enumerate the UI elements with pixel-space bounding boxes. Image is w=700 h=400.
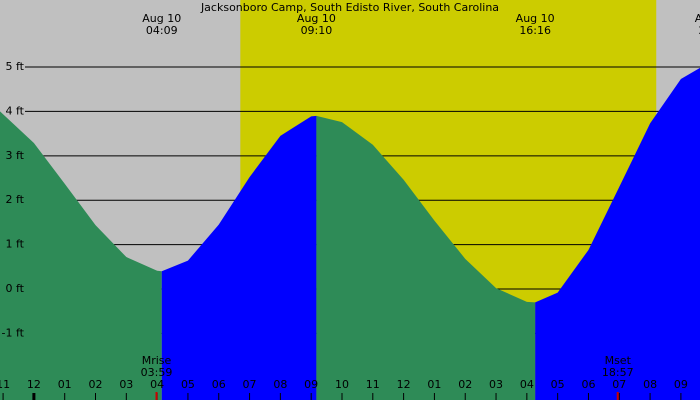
- x-tick-label: 09: [674, 378, 688, 391]
- x-tick-label: 04: [150, 378, 164, 391]
- falling-tide: [316, 115, 536, 400]
- x-tick-label: 02: [458, 378, 472, 391]
- x-tick-label: 02: [89, 378, 103, 391]
- event-date: Aug 10: [142, 12, 181, 25]
- x-tick-label: 05: [181, 378, 195, 391]
- x-tick-label: 01: [58, 378, 72, 391]
- y-tick-label: 1 ft: [6, 238, 25, 251]
- x-tick-label: 07: [243, 378, 257, 391]
- x-tick-label: 05: [551, 378, 565, 391]
- event-time: 04:09: [146, 24, 178, 37]
- x-tick-label: 09: [304, 378, 318, 391]
- chart-title: Jacksonboro Camp, South Edisto River, So…: [200, 1, 499, 14]
- x-tick-label: 07: [612, 378, 626, 391]
- y-tick-label: 5 ft: [6, 60, 25, 73]
- rising-tide: [161, 115, 317, 400]
- moon-time: 03:59: [141, 366, 173, 379]
- event-time: 09:10: [301, 24, 333, 37]
- event-time: 16:16: [519, 24, 551, 37]
- y-tick-label: -1 ft: [2, 326, 25, 339]
- x-tick-label: 01: [427, 378, 441, 391]
- x-tick-label: 11: [366, 378, 380, 391]
- x-tick-label: 04: [520, 378, 534, 391]
- x-tick-label: 06: [581, 378, 595, 391]
- y-tick-label: 0 ft: [6, 282, 25, 295]
- x-tick-label: 03: [119, 378, 133, 391]
- x-tick-label: 12: [27, 378, 41, 391]
- falling-tide: [0, 111, 162, 400]
- x-tick-label: 03: [489, 378, 503, 391]
- y-tick-label: 3 ft: [6, 149, 25, 162]
- x-tick-label: 08: [273, 378, 287, 391]
- event-time: 21: [699, 24, 700, 37]
- x-tick-label: 11: [0, 378, 10, 391]
- y-tick-label: 2 ft: [6, 193, 25, 206]
- moon-label: Mrise: [142, 354, 172, 367]
- x-tick-label: 08: [643, 378, 657, 391]
- x-tick-label: 12: [397, 378, 411, 391]
- event-date: Aug: [695, 12, 700, 25]
- event-date: Aug 10: [297, 12, 336, 25]
- x-tick-label: 10: [335, 378, 349, 391]
- x-tick-label: 06: [212, 378, 226, 391]
- event-date: Aug 10: [516, 12, 555, 25]
- moon-time: 18:57: [602, 366, 634, 379]
- rising-tide: [535, 67, 700, 400]
- y-tick-label: 4 ft: [6, 104, 25, 117]
- moon-label: Mset: [605, 354, 632, 367]
